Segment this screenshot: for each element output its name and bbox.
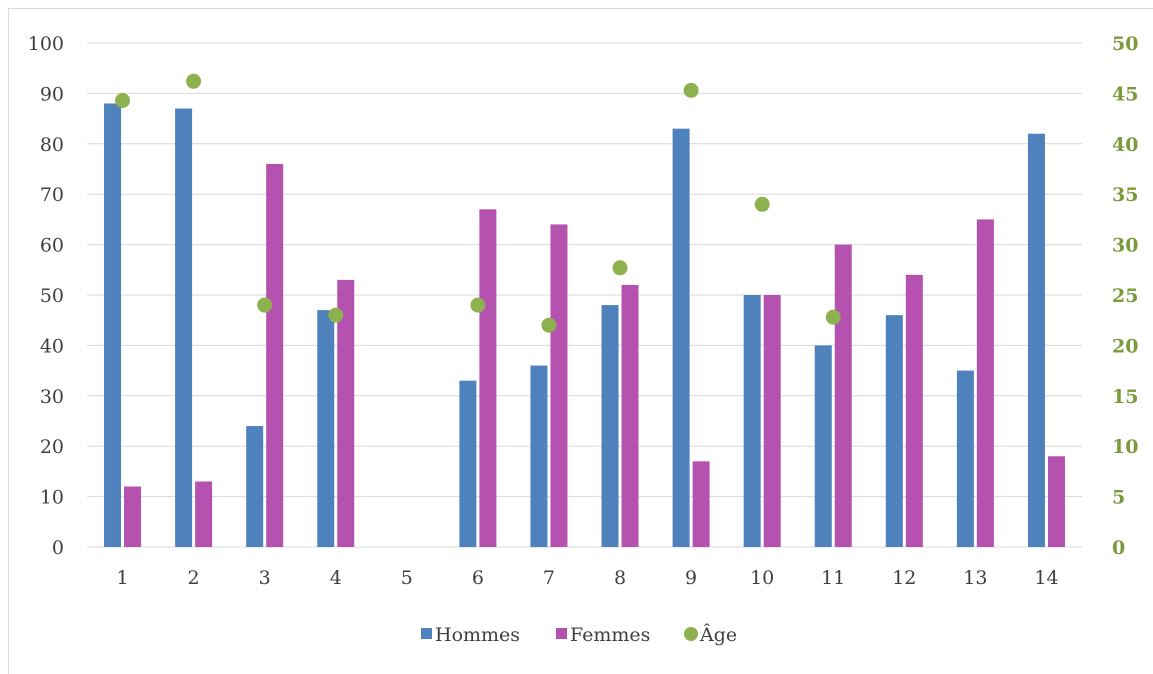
bar-hommes — [530, 365, 548, 547]
x-tick-label: 5 — [401, 567, 413, 589]
age-point — [612, 260, 628, 276]
legend-label: Âge — [699, 623, 737, 646]
x-tick-label: 14 — [1034, 567, 1058, 589]
right-tick-label: 5 — [1112, 487, 1125, 509]
left-tick-label: 70 — [40, 184, 64, 206]
legend-swatch — [556, 628, 567, 639]
left-tick-label: 30 — [40, 386, 64, 408]
age-point — [115, 92, 131, 108]
left-tick-label: 0 — [52, 537, 64, 559]
age-point — [257, 297, 273, 313]
bars — [104, 103, 1065, 548]
age-point — [328, 307, 344, 323]
legend-swatch — [684, 627, 698, 641]
bar-femmes — [1047, 456, 1065, 547]
right-tick-label: 30 — [1112, 235, 1138, 257]
x-tick-label: 12 — [892, 567, 916, 589]
bar-femmes — [550, 224, 568, 547]
left-tick-label: 60 — [40, 235, 64, 257]
bar-hommes — [246, 426, 264, 547]
chart-frame — [8, 8, 1153, 674]
bar-hommes — [1027, 133, 1045, 547]
bar-hommes — [956, 370, 974, 547]
x-tick-label: 2 — [188, 567, 200, 589]
right-tick-label: 10 — [1112, 436, 1138, 458]
legend-item: Hommes — [421, 624, 520, 646]
x-tick-label: 11 — [821, 567, 845, 589]
x-tick-label: 4 — [330, 567, 342, 589]
bar-femmes — [763, 295, 781, 547]
gridlines — [87, 42, 1082, 548]
legend: Hommes Femmes Âge — [421, 623, 737, 646]
x-tick-label: 13 — [963, 567, 987, 589]
bar-femmes — [976, 219, 994, 547]
x-tick-label: 3 — [259, 567, 271, 589]
legend-item: Âge — [684, 623, 737, 646]
bar-femmes — [266, 163, 284, 547]
left-tick-label: 20 — [40, 436, 64, 458]
bar-hommes — [601, 305, 619, 547]
legend-item: Femmes — [556, 624, 650, 646]
bar-hommes — [672, 128, 690, 547]
bar-femmes — [337, 279, 355, 547]
x-tick-label: 8 — [614, 567, 626, 589]
bar-femmes — [479, 209, 497, 547]
x-tick-label: 10 — [750, 567, 774, 589]
bar-femmes — [621, 284, 639, 547]
bar-femmes — [692, 461, 710, 547]
right-axis-ticks: 0 5 10 15 20 25 30 35 40 45 50 — [1112, 33, 1138, 559]
left-tick-label: 90 — [40, 83, 64, 105]
bar-femmes — [195, 481, 213, 547]
bar-hommes — [743, 295, 761, 547]
x-tick-label: 6 — [472, 567, 484, 589]
left-axis-ticks: 0 10 20 30 40 50 60 70 80 90 100 — [28, 33, 64, 559]
left-tick-label: 10 — [40, 487, 64, 509]
age-point — [825, 309, 841, 325]
age-point — [186, 73, 202, 89]
left-tick-label: 40 — [40, 335, 64, 357]
bar-femmes — [905, 274, 923, 547]
right-tick-label: 0 — [1112, 537, 1125, 559]
right-tick-label: 25 — [1112, 285, 1138, 307]
left-tick-label: 50 — [40, 285, 64, 307]
legend-swatch — [421, 628, 432, 639]
x-tick-label: 9 — [685, 567, 697, 589]
age-point — [683, 82, 699, 98]
age-point — [541, 317, 557, 333]
right-tick-label: 45 — [1112, 83, 1138, 105]
bar-hommes — [175, 108, 193, 548]
right-tick-label: 15 — [1112, 386, 1138, 408]
bar-hommes — [104, 103, 122, 547]
right-tick-label: 35 — [1112, 184, 1138, 206]
bar-hommes — [814, 345, 832, 547]
right-tick-label: 20 — [1112, 335, 1138, 357]
left-tick-label: 100 — [28, 33, 64, 55]
x-axis-ticks: 1 2 3 4 5 6 7 8 9 10 11 12 13 14 — [116, 567, 1058, 589]
age-point — [754, 196, 770, 212]
right-tick-label: 40 — [1112, 134, 1138, 156]
bar-hommes — [885, 315, 903, 547]
bar-femmes — [124, 486, 142, 547]
x-tick-label: 7 — [543, 567, 555, 589]
bar-hommes — [317, 310, 335, 547]
left-tick-label: 80 — [40, 134, 64, 156]
right-tick-label: 50 — [1112, 33, 1138, 55]
legend-label: Hommes — [435, 624, 520, 646]
legend-label: Femmes — [570, 624, 650, 646]
age-point — [470, 297, 486, 313]
x-tick-label: 1 — [116, 567, 128, 589]
bar-femmes — [834, 244, 852, 547]
age-points — [115, 73, 841, 333]
bar-hommes — [459, 380, 477, 547]
